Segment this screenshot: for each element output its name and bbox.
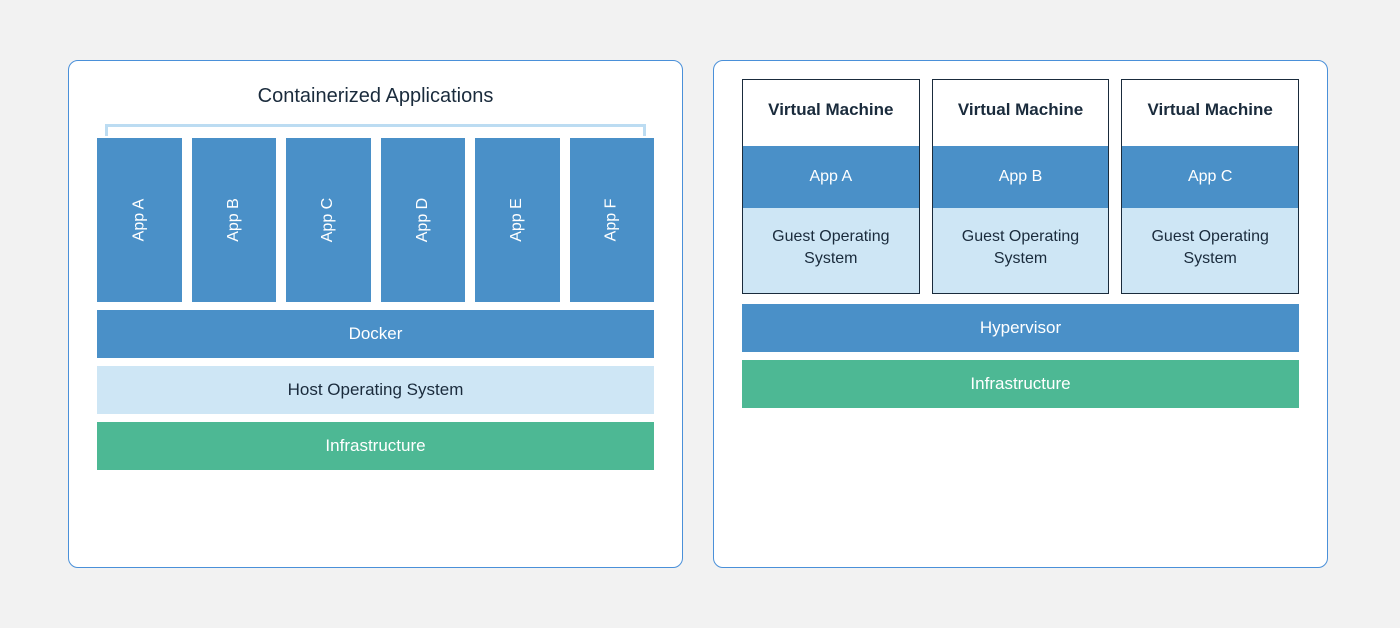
- containers-panel: Containerized Applications App A App B A…: [68, 60, 683, 568]
- app-label: App B: [225, 198, 243, 242]
- app-box: App C: [286, 138, 371, 302]
- app-label: App E: [508, 198, 526, 242]
- app-box: App A: [97, 138, 182, 302]
- apps-bracket: [105, 124, 646, 136]
- vm-app: App B: [933, 146, 1109, 208]
- app-label: App F: [603, 199, 621, 242]
- vm-guest-os: Guest Operating System: [1122, 208, 1298, 293]
- app-box: App B: [192, 138, 277, 302]
- vm-box: Virtual Machine App A Guest Operating Sy…: [742, 79, 920, 294]
- vm-box: Virtual Machine App B Guest Operating Sy…: [932, 79, 1110, 294]
- app-label: App D: [414, 198, 432, 242]
- docker-layer: Docker: [97, 310, 654, 358]
- vm-title: Virtual Machine: [1122, 80, 1298, 146]
- app-box: App D: [381, 138, 466, 302]
- vm-title: Virtual Machine: [933, 80, 1109, 146]
- app-label: App A: [130, 199, 148, 242]
- vm-guest-os: Guest Operating System: [933, 208, 1109, 293]
- hypervisor-layer: Hypervisor: [742, 304, 1299, 352]
- vms-panel: Virtual Machine App A Guest Operating Sy…: [713, 60, 1328, 568]
- containers-title: Containerized Applications: [97, 85, 654, 108]
- app-box: App F: [570, 138, 655, 302]
- infrastructure-layer: Infrastructure: [97, 422, 654, 470]
- vm-app: App A: [743, 146, 919, 208]
- vm-app: App C: [1122, 146, 1298, 208]
- host-os-layer: Host Operating System: [97, 366, 654, 414]
- app-label: App C: [319, 198, 337, 242]
- infrastructure-layer: Infrastructure: [742, 360, 1299, 408]
- app-box: App E: [475, 138, 560, 302]
- vm-title: Virtual Machine: [743, 80, 919, 146]
- vm-guest-os: Guest Operating System: [743, 208, 919, 293]
- apps-row: App A App B App C App D App E App F: [97, 138, 654, 302]
- vm-row: Virtual Machine App A Guest Operating Sy…: [742, 79, 1299, 294]
- vm-box: Virtual Machine App C Guest Operating Sy…: [1121, 79, 1299, 294]
